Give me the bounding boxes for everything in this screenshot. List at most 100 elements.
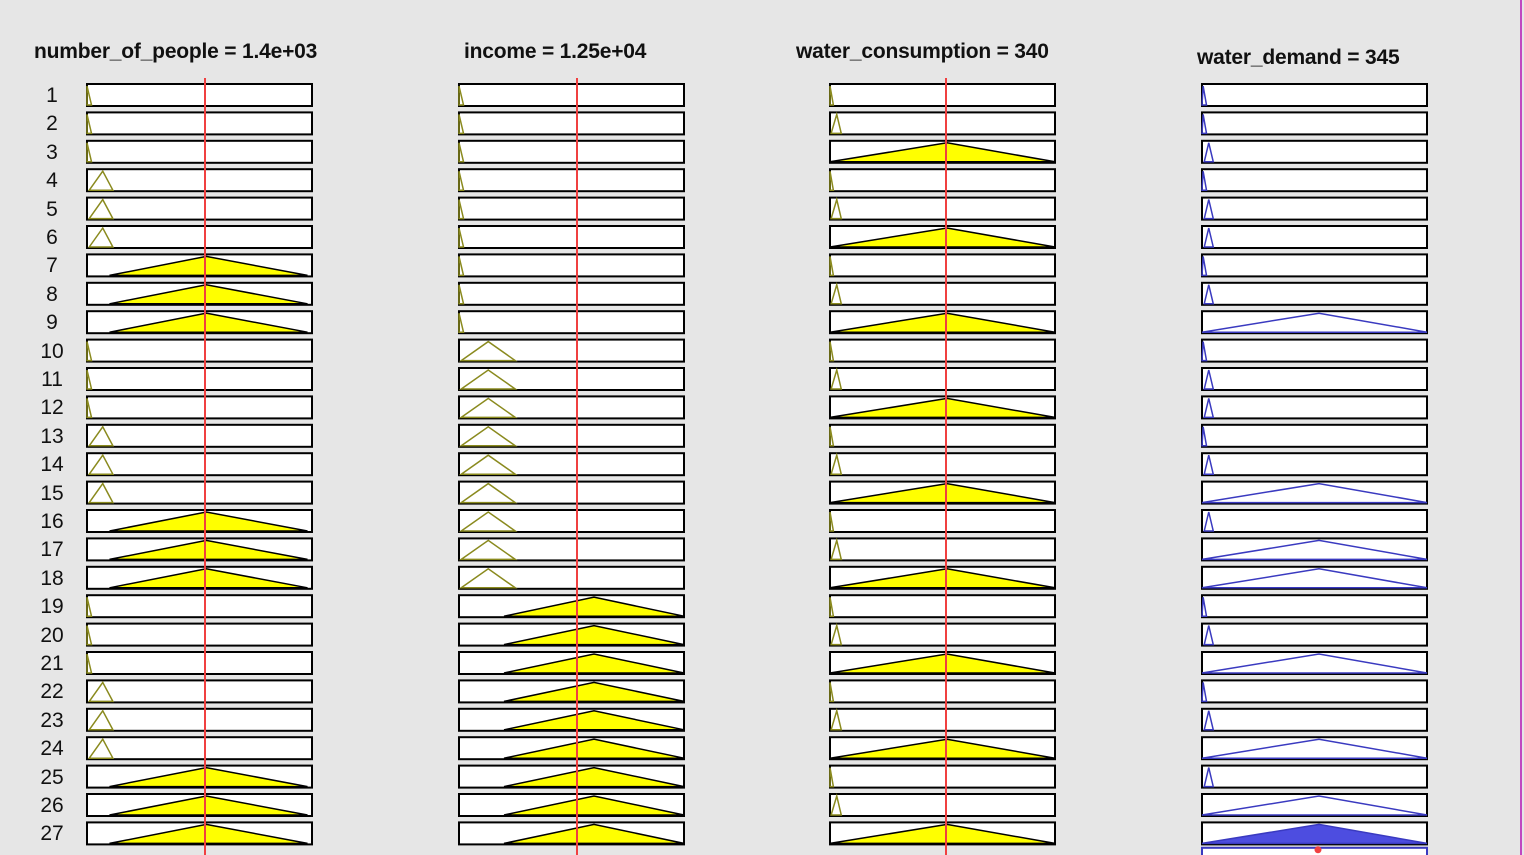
rule-17-water-demand-mf (1201, 539, 1428, 561)
rule-17-income-mf (458, 539, 518, 561)
rule-22-number-of-people-mf (87, 680, 115, 703)
rule-25-income-mf (503, 766, 685, 788)
rule-16-water-consumption-box (829, 509, 1056, 533)
rule-24-water-demand-box (1201, 736, 1428, 761)
rule-12-number-of-people-box (86, 395, 313, 420)
rule-3-number-of-people-box (86, 139, 313, 164)
rule-25-water-consumption-box (829, 764, 1056, 789)
rule-number: 1 (46, 84, 58, 107)
rule-number: 24 (40, 737, 64, 761)
rule-14-water-consumption-mf (830, 452, 843, 475)
rule-10-water-consumption-box (829, 338, 1056, 363)
rule-12-water-demand-mf (1203, 398, 1215, 419)
rule-3-number-of-people-mf (86, 142, 93, 163)
rule-9-income-box (458, 310, 685, 335)
rule-22-income-mf (503, 681, 685, 703)
rule-11-number-of-people-box (86, 367, 313, 391)
rule-number: 27 (40, 822, 64, 846)
rule-24-water-consumption-mf (829, 738, 1056, 759)
rule-number: 12 (40, 396, 64, 420)
rule-16-water-consumption-mf (829, 511, 835, 532)
rule-1-income-mf (458, 85, 465, 106)
rule-8-water-consumption-mf (830, 281, 843, 305)
rule-number: 9 (46, 311, 58, 335)
rule-21-water-consumption-mf (829, 653, 1056, 674)
rule-13-income-box (458, 423, 685, 448)
rule-26-water-consumption-box (829, 793, 1056, 817)
rule-20-water-consumption-mf (830, 622, 843, 646)
rule-17-water-consumption-box (829, 537, 1056, 562)
rule-1-water-demand-box (1201, 83, 1428, 107)
rule-2-number-of-people-mf (86, 114, 93, 135)
rule-20-number-of-people-box (86, 622, 313, 647)
rule-7-number-of-people-mf (109, 255, 308, 277)
rule-number: 26 (40, 794, 64, 817)
rule-27-income-mf (503, 823, 685, 845)
rule-1-water-consumption-box (829, 83, 1056, 107)
rule-11-water-demand-mf (1203, 369, 1215, 390)
rule-9-number-of-people-mf (109, 312, 308, 333)
rule-19-income-mf (503, 596, 685, 617)
rule-17-income-box (458, 537, 685, 562)
rule-18-water-consumption-mf (829, 568, 1056, 589)
rule-10-income-box (458, 338, 685, 363)
rule-22-water-demand-box (1201, 679, 1428, 704)
rule-26-water-demand-box (1201, 793, 1428, 817)
rule-3-water-consumption-mf (829, 142, 1056, 163)
rule-1-water-demand-mf (1201, 85, 1208, 106)
rule-number: 2 (46, 112, 58, 136)
rule-27-water-consumption-mf (829, 823, 1056, 845)
rule-13-number-of-people-mf (87, 425, 115, 447)
rule-3-income-mf (458, 142, 465, 163)
rule-number: 19 (40, 595, 64, 619)
rule-8-income-box (458, 281, 685, 306)
rule-9-water-demand-box (1201, 310, 1428, 335)
rule-5-water-demand-mf (1203, 199, 1215, 220)
rule-15-water-demand-box (1201, 480, 1428, 505)
rule-number: 15 (40, 481, 64, 505)
rule-4-income-mf (458, 171, 465, 191)
rule-14-water-consumption-box (829, 452, 1056, 477)
rule-number: 5 (46, 197, 58, 221)
rule-25-water-consumption-mf (829, 767, 835, 788)
rule-10-income-mf (458, 340, 518, 362)
rule-19-water-consumption-mf (829, 597, 835, 617)
rule-25-water-demand-mf (1203, 767, 1215, 788)
rule-2-number-of-people-box (86, 111, 313, 136)
rule-7-water-demand-box (1201, 253, 1428, 278)
rule-27-water-demand-mf (1201, 823, 1428, 845)
rule-24-income-mf (503, 738, 685, 759)
rule-4-number-of-people-box (86, 168, 313, 193)
rule-5-water-demand-box (1201, 196, 1428, 221)
rule-19-number-of-people-box (86, 594, 313, 619)
rule-16-water-demand-box (1201, 509, 1428, 533)
rule-2-water-demand-box (1201, 111, 1428, 136)
rule-21-income-mf (503, 653, 685, 674)
rule-26-income-mf (503, 795, 685, 816)
rule-19-number-of-people-mf (86, 597, 93, 617)
rule-18-water-demand-mf (1201, 568, 1428, 589)
rule-4-water-demand-box (1201, 168, 1428, 193)
rule-23-water-consumption-box (829, 707, 1056, 732)
rule-7-water-consumption-box (829, 253, 1056, 278)
rule-18-income-mf (458, 567, 518, 589)
rule-8-water-demand-mf (1203, 284, 1215, 305)
column-title-water-demand: water_demand = 345 (1197, 46, 1400, 69)
rule-7-income-mf (458, 256, 465, 277)
rule-number: 25 (40, 765, 64, 789)
rule-15-income-box (458, 480, 685, 505)
rule-15-water-demand-mf (1201, 482, 1428, 504)
rule-11-water-demand-box (1201, 367, 1428, 391)
rule-19-water-demand-mf (1201, 597, 1208, 617)
rule-9-income-mf (458, 313, 465, 333)
rule-8-number-of-people-mf (109, 284, 308, 305)
rule-20-water-demand-box (1201, 622, 1428, 647)
rule-7-income-box (458, 253, 685, 278)
rule-4-water-consumption-box (829, 168, 1056, 193)
rule-6-water-demand-mf (1203, 227, 1215, 248)
rule-11-water-consumption-mf (830, 367, 843, 390)
rule-11-water-consumption-box (829, 367, 1056, 391)
rule-11-income-box (458, 367, 685, 391)
